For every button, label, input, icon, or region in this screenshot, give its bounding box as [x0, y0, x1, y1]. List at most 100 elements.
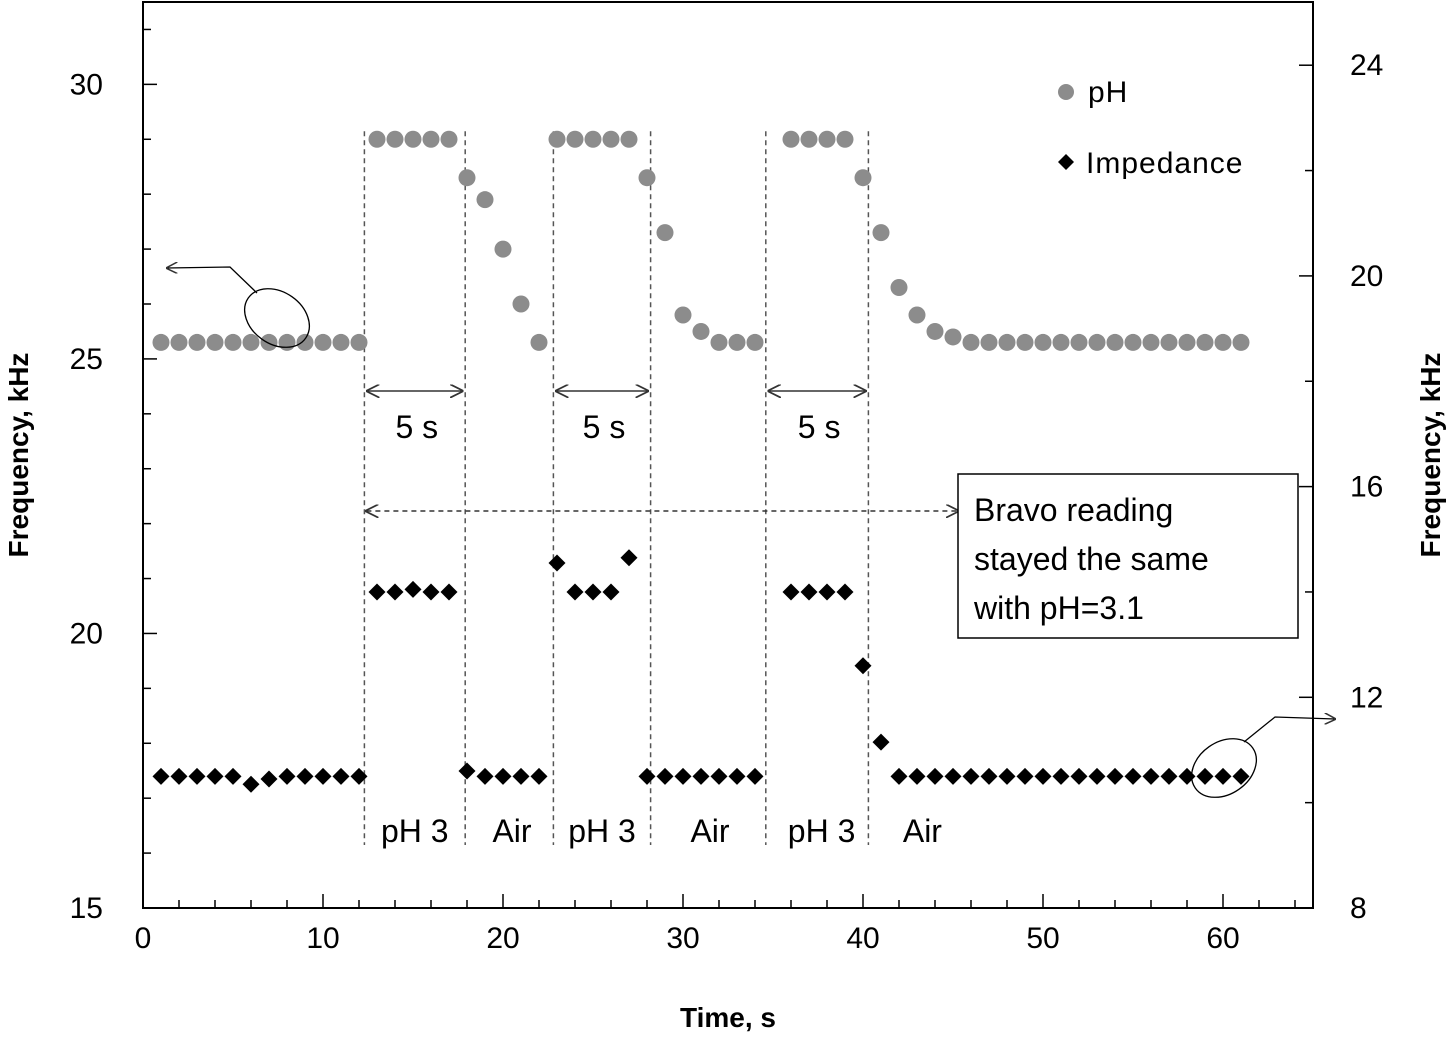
ph-point	[1106, 333, 1124, 351]
impedance-point	[386, 583, 404, 601]
impedance-point	[1214, 767, 1232, 785]
impedance-point	[728, 767, 746, 785]
impedance-point	[980, 767, 998, 785]
ph-point	[458, 169, 476, 187]
ph-point	[350, 333, 368, 351]
ph-point	[980, 333, 998, 351]
legend-impedance-marker	[1058, 154, 1074, 170]
impedance-point	[854, 657, 872, 675]
legend-ph-marker	[1058, 84, 1074, 100]
impedance-point	[350, 767, 368, 785]
right-y-axis-title: Frequency, kHz	[1415, 353, 1446, 558]
ph-point	[854, 169, 872, 187]
impedance-point	[512, 767, 530, 785]
ph-point	[1160, 333, 1178, 351]
impedance-point	[494, 767, 512, 785]
impedance-point	[584, 583, 602, 601]
impedance-point	[278, 767, 296, 785]
ph-point	[332, 333, 350, 351]
impedance-point	[188, 767, 206, 785]
ph-point	[782, 130, 800, 148]
impedance-point	[710, 767, 728, 785]
ph-point	[404, 130, 422, 148]
ph-point	[548, 130, 566, 148]
impedance-point	[998, 767, 1016, 785]
ph-point	[836, 130, 854, 148]
impedance-point	[440, 583, 458, 601]
impedance-point	[332, 767, 350, 785]
ph-point	[1178, 333, 1196, 351]
phase-label: Air	[492, 813, 531, 849]
axis-callouts	[167, 267, 1335, 798]
phase-label: pH 3	[788, 813, 856, 849]
impedance-point	[422, 583, 440, 601]
impedance-point	[908, 767, 926, 785]
axis-ticks: 0 10 20 30 40 50 60 15 20 25 30 8 12 16 20 24	[70, 28, 1383, 955]
plot-area-frame	[142, 1, 1314, 909]
ph-point	[566, 130, 584, 148]
impedance-point	[890, 767, 908, 785]
impedance-point	[1106, 767, 1124, 785]
ph-point	[170, 333, 188, 351]
impedance-series	[152, 549, 1250, 793]
ph-point	[944, 328, 962, 346]
annotation-line: with pH=3.1	[973, 590, 1144, 626]
ph-point	[242, 333, 260, 351]
impedance-point	[620, 549, 638, 567]
impedance-point	[404, 580, 422, 598]
x-tick-label: 60	[1206, 922, 1239, 955]
impedance-point	[170, 767, 188, 785]
impedance-point	[1196, 767, 1214, 785]
right-callout-ellipse	[1191, 738, 1257, 798]
ph-point	[656, 224, 674, 242]
impedance-point	[926, 767, 944, 785]
impedance-point	[782, 583, 800, 601]
impedance-point	[314, 767, 332, 785]
phase-label: Air	[903, 813, 942, 849]
phase-guides	[363, 131, 870, 845]
impedance-point	[692, 767, 710, 785]
impedance-point	[818, 583, 836, 601]
ph-point	[620, 130, 638, 148]
impedance-point	[476, 767, 494, 785]
impedance-point	[602, 583, 620, 601]
ph-point	[890, 279, 908, 297]
ph-point	[800, 130, 818, 148]
ph-point	[692, 322, 710, 340]
ph-point	[818, 130, 836, 148]
ph-series	[152, 130, 1250, 351]
impedance-point	[530, 767, 548, 785]
ph-point	[674, 306, 692, 324]
impedance-point	[1178, 767, 1196, 785]
left-y-tick-label: 15	[70, 892, 103, 925]
impedance-point	[944, 767, 962, 785]
annotation-box: Bravo reading stayed the same with pH=3.1	[957, 473, 1299, 639]
ph-point	[314, 333, 332, 351]
impedance-point	[1052, 767, 1070, 785]
left-callout-arrow	[167, 267, 258, 294]
impedance-point	[746, 767, 764, 785]
impedance-point	[962, 767, 980, 785]
impedance-point	[836, 583, 854, 601]
ph-point	[1214, 333, 1232, 351]
left-y-tick-label: 30	[70, 68, 103, 101]
legend-impedance-label: Impedance	[1086, 147, 1243, 180]
ph-point	[728, 333, 746, 351]
right-callout-arrow	[1243, 717, 1335, 743]
phase-label: pH 3	[381, 813, 449, 849]
impedance-point	[1232, 767, 1250, 785]
impedance-point	[800, 583, 818, 601]
ph-point	[206, 333, 224, 351]
ph-point	[368, 130, 386, 148]
ph-point	[602, 130, 620, 148]
x-tick-label: 20	[486, 922, 519, 955]
right-y-tick-label: 12	[1350, 681, 1383, 714]
impedance-point	[368, 583, 386, 601]
ph-point	[710, 333, 728, 351]
x-tick-label: 0	[135, 922, 152, 955]
x-tick-label: 50	[1026, 922, 1059, 955]
interval-label: 5 s	[583, 409, 626, 445]
impedance-point	[638, 767, 656, 785]
impedance-point	[1070, 767, 1088, 785]
